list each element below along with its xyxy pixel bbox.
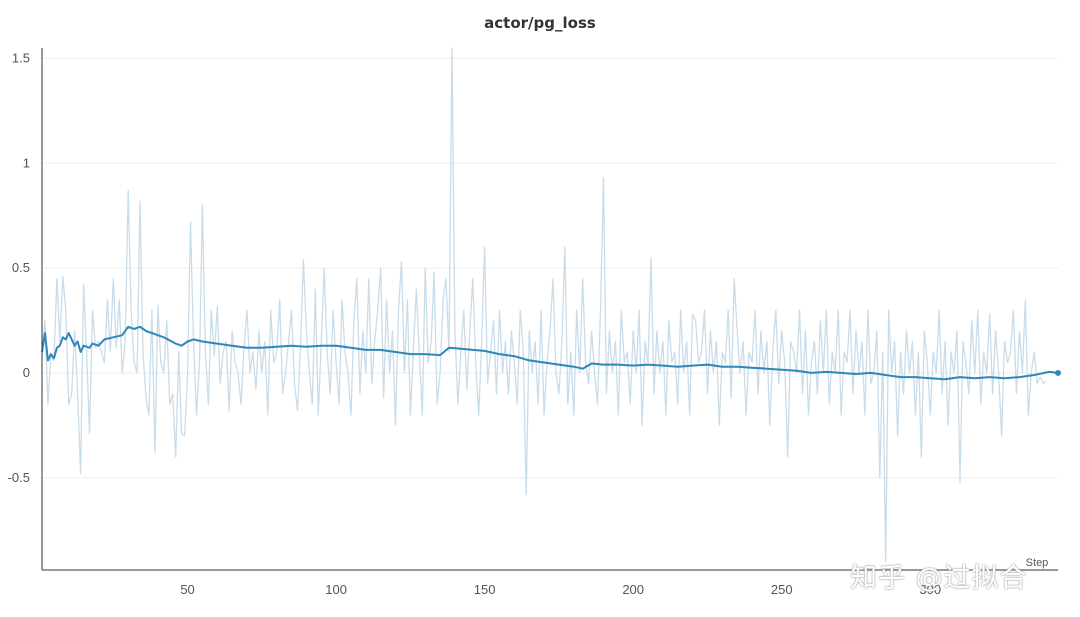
- x-tick-label: 50: [180, 582, 194, 597]
- x-tick-label: 250: [771, 582, 793, 597]
- y-tick-label: 0.5: [12, 260, 30, 275]
- x-tick-labels: 50 100 150 200 250 300: [180, 582, 941, 597]
- raw-series-line: [41, 47, 1047, 563]
- x-tick-label: 150: [474, 582, 496, 597]
- smoothed-series: [41, 325, 1061, 381]
- watermark-text: 知乎 @过拟合: [850, 563, 1028, 594]
- x-tick-label: 300: [919, 582, 941, 597]
- grid-lines: [42, 57, 1058, 479]
- y-tick-label: 1: [23, 155, 30, 170]
- smoothed-series-line: [41, 325, 1059, 381]
- smoothed-series-endpoint: [1055, 369, 1061, 376]
- x-axis-title: Step: [1026, 557, 1049, 569]
- x-tick-label: 100: [325, 582, 347, 597]
- axes: [41, 48, 1058, 571]
- raw-series: [41, 47, 1047, 563]
- y-tick-label: -0.5: [8, 470, 30, 485]
- y-tick-label: 1.5: [12, 50, 30, 65]
- y-tick-label: 0: [23, 365, 30, 380]
- y-tick-labels: -0.5 0 0.5 1 1.5: [8, 50, 30, 484]
- chart-title: actor/pg_loss: [484, 14, 596, 32]
- x-tick-label: 200: [622, 582, 644, 597]
